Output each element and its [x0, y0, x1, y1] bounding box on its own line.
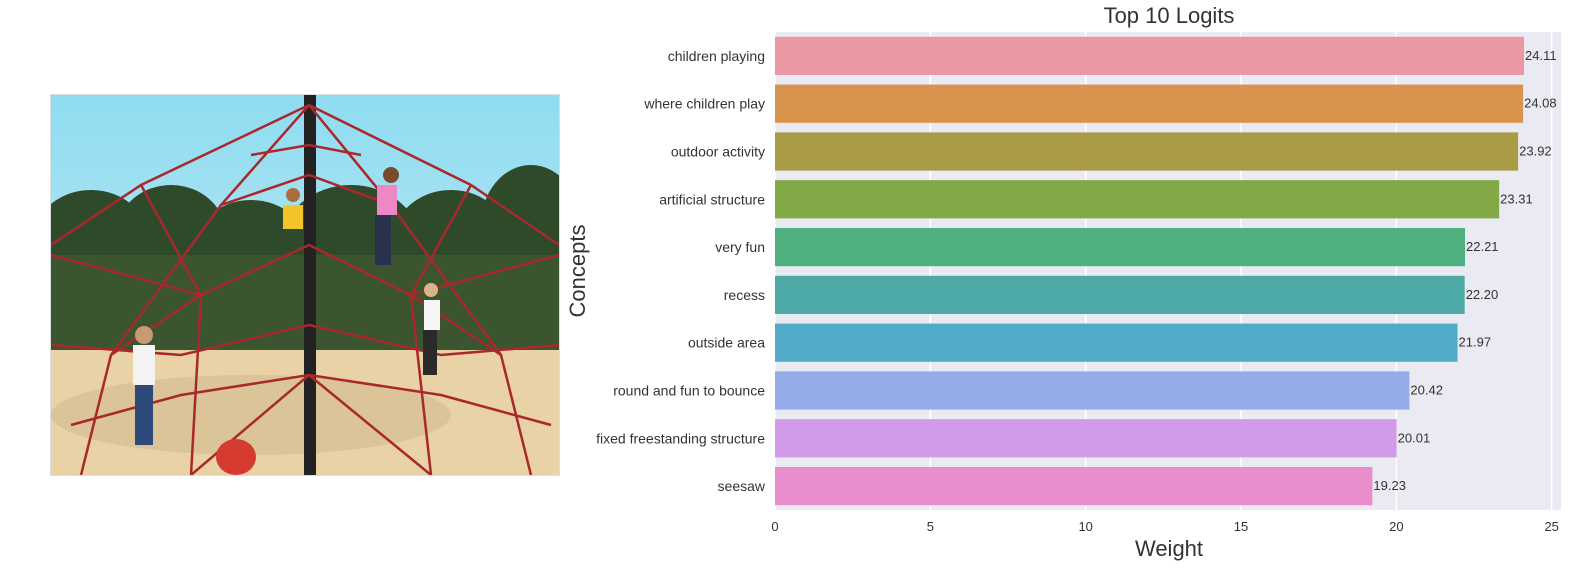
playground-photo [50, 94, 560, 476]
playground-photo-icon [51, 95, 559, 475]
value-label: 24.11 [1525, 48, 1557, 63]
bar [775, 275, 1465, 315]
bar [775, 84, 1524, 123]
y-axis-title: Concepts [565, 225, 590, 318]
x-tick-label: 25 [1544, 519, 1558, 534]
value-label: 24.08 [1524, 96, 1557, 111]
x-tick-label: 5 [927, 519, 934, 534]
category-label: fixed freestanding structure [596, 430, 765, 446]
value-label: 23.31 [1500, 191, 1533, 206]
x-tick-label: 0 [771, 519, 778, 534]
category-label: round and fun to bounce [613, 383, 765, 399]
x-tick-label: 15 [1234, 519, 1248, 534]
x-axis-title: Weight [1135, 536, 1203, 561]
category-label: artificial structure [659, 191, 765, 207]
x-tick-labels: 0 5 10 15 20 25 [771, 519, 1559, 534]
category-label: outdoor activity [671, 144, 765, 160]
value-label: 20.42 [1410, 383, 1443, 398]
x-tick-label: 20 [1389, 519, 1403, 534]
bar [775, 132, 1519, 171]
bar [775, 180, 1500, 219]
value-label: 20.01 [1398, 430, 1431, 445]
value-label: 22.20 [1466, 287, 1499, 302]
value-label: 23.92 [1519, 144, 1552, 159]
bar [775, 466, 1373, 506]
bar [775, 227, 1466, 267]
category-labels: children playing where children play outdo… [596, 48, 766, 494]
category-label: where children play [643, 96, 765, 112]
bar [775, 36, 1525, 76]
bar [775, 419, 1397, 458]
category-label: very fun [715, 239, 765, 255]
bars [775, 36, 1525, 506]
value-label: 19.23 [1373, 478, 1406, 493]
bar [775, 323, 1458, 362]
value-label: 21.97 [1459, 335, 1492, 350]
category-label: recess [724, 287, 765, 303]
category-label: seesaw [718, 478, 766, 494]
value-labels: 24.11 24.08 23.92 23.31 22.21 22.20 21.97 20.42… [1373, 48, 1556, 493]
category-label: children playing [668, 48, 765, 64]
category-label: outside area [688, 335, 765, 351]
chart-title: Top 10 Logits [1104, 3, 1235, 28]
x-tick-label: 10 [1078, 519, 1092, 534]
value-label: 22.21 [1466, 239, 1499, 254]
bar [775, 371, 1410, 410]
